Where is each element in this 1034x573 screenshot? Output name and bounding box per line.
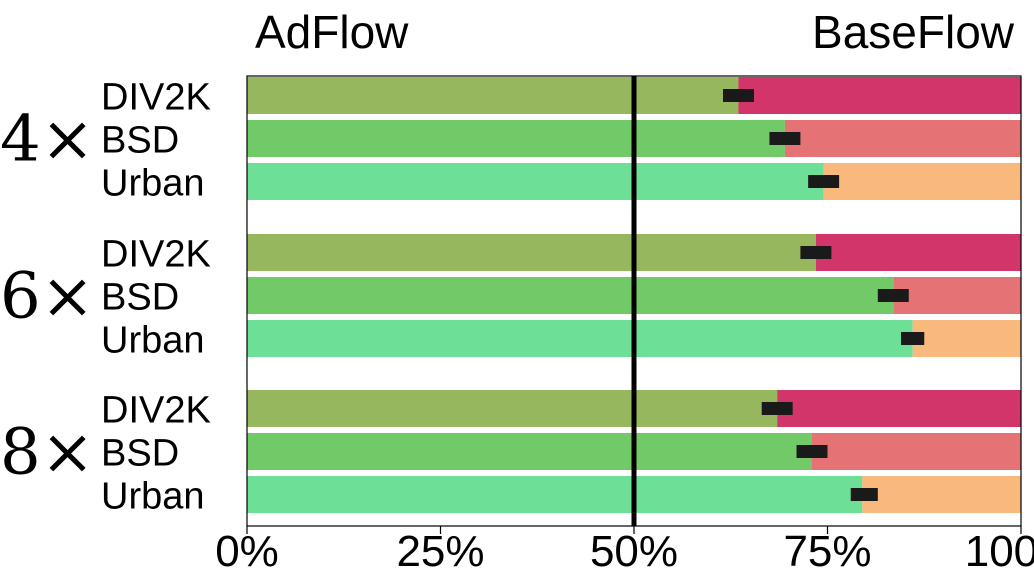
- bar-baseflow-urban: [862, 476, 1021, 513]
- bar-adflow-div2k: [247, 234, 816, 271]
- error-bar: [800, 246, 832, 259]
- category-label: DIV2K: [101, 234, 211, 276]
- category-label: BSD: [101, 433, 179, 475]
- group-label: 6×: [0, 260, 94, 334]
- error-bar: [723, 89, 754, 102]
- category-label: Urban: [101, 163, 205, 205]
- category-label: Urban: [101, 320, 205, 362]
- header-baseflow: BaseFlow: [812, 6, 1015, 58]
- bar-adflow-bsd: [247, 433, 813, 470]
- labels-layer: 4×DIV2KBSDUrban6×DIV2KBSDUrban8×DIV2KBSD…: [0, 77, 211, 518]
- bar-adflow-bsd: [247, 277, 894, 314]
- category-label: DIV2K: [101, 390, 211, 432]
- bar-adflow-urban: [247, 476, 863, 513]
- bar-adflow-urban: [247, 320, 913, 357]
- error-bar: [796, 445, 828, 458]
- bar-baseflow-urban: [912, 320, 1021, 357]
- bar-baseflow-urban: [823, 163, 1021, 200]
- x-tick-label: 50%: [590, 527, 678, 573]
- error-bar: [901, 332, 925, 345]
- error-bar: [769, 132, 801, 145]
- bar-baseflow-bsd: [812, 433, 1021, 470]
- x-tick-label: 100%: [965, 527, 1034, 573]
- category-label: Urban: [101, 476, 205, 518]
- bar-adflow-bsd: [247, 120, 785, 157]
- category-label: BSD: [101, 277, 179, 319]
- x-tick-label: 75%: [783, 527, 871, 573]
- error-bar: [808, 175, 840, 188]
- error-bar: [761, 402, 793, 415]
- group-label: 4×: [0, 103, 94, 177]
- bar-adflow-div2k: [247, 77, 739, 114]
- bar-baseflow-bsd: [893, 277, 1021, 314]
- error-bar: [850, 488, 878, 501]
- x-tick-label: 25%: [396, 527, 484, 573]
- header-adflow: AdFlow: [255, 6, 409, 58]
- x-axis: 0% 25% 50% 75% 100%: [215, 75, 1034, 573]
- bar-baseflow-bsd: [784, 120, 1021, 157]
- bar-baseflow-div2k: [738, 77, 1021, 114]
- bar-baseflow-div2k: [815, 234, 1021, 271]
- bar-adflow-div2k: [247, 390, 778, 427]
- bars-layer: [247, 77, 1021, 513]
- bar-adflow-urban: [247, 163, 824, 200]
- group-label: 8×: [0, 416, 94, 490]
- error-bar: [877, 289, 909, 302]
- category-label: BSD: [101, 120, 179, 162]
- category-label: DIV2K: [101, 77, 211, 119]
- x-tick-label: 0%: [215, 527, 279, 573]
- bar-baseflow-div2k: [777, 390, 1021, 427]
